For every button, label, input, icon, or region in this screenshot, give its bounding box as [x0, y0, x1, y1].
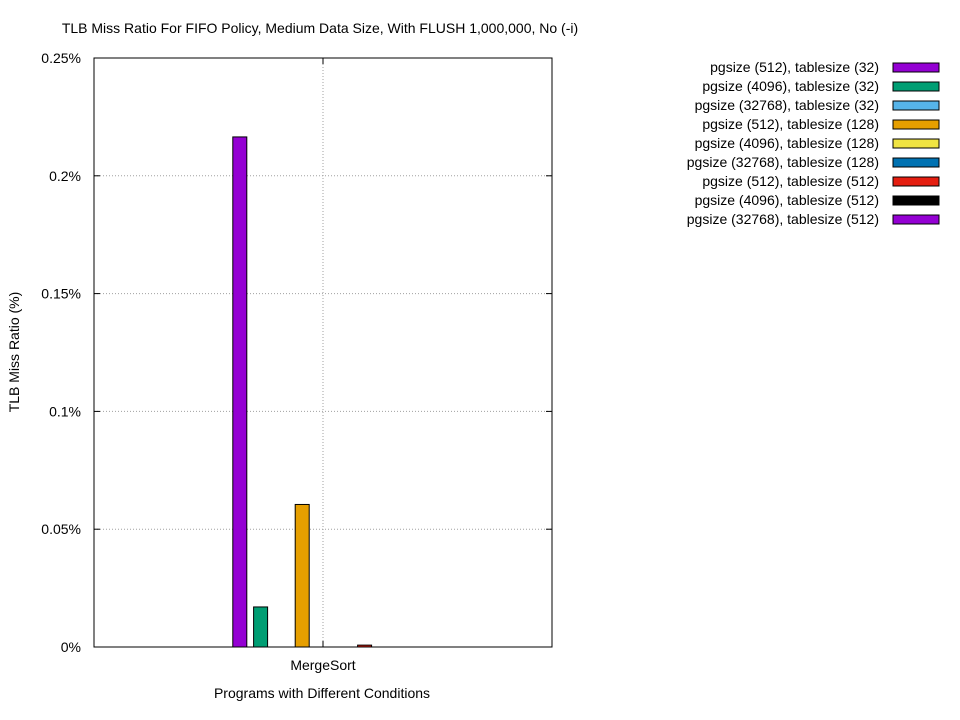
legend-label: pgsize (4096), tablesize (32) [702, 78, 879, 94]
y-tick-label: 0.05% [41, 521, 81, 537]
legend-label: pgsize (4096), tablesize (128) [695, 135, 879, 151]
legend-label: pgsize (512), tablesize (512) [702, 173, 879, 189]
legend-swatch [892, 157, 940, 168]
legend-swatch [892, 195, 940, 206]
bars [232, 136, 373, 648]
chart-title: TLB Miss Ratio For FIFO Policy, Medium D… [62, 20, 578, 36]
legend-swatch [892, 138, 940, 149]
legend-swatch [892, 214, 940, 225]
legend-swatch [892, 62, 940, 73]
y-axis-label: TLB Miss Ratio (%) [6, 292, 22, 413]
legend-label: pgsize (512), tablesize (128) [702, 116, 879, 132]
legend-label: pgsize (32768), tablesize (128) [687, 154, 879, 170]
y-tick-label: 0.1% [49, 403, 81, 419]
legend: pgsize (512), tablesize (32) pgsize (4096… [687, 59, 940, 227]
legend-label: pgsize (4096), tablesize (512) [695, 192, 879, 208]
bar-2 [253, 606, 269, 648]
legend-swatch [892, 176, 940, 187]
legend-swatch [892, 119, 940, 130]
x-ticks: MergeSort [290, 58, 356, 673]
y-tick-label: 0.25% [41, 50, 81, 66]
y-tick-label: 0.2% [49, 168, 81, 184]
legend-label: pgsize (32768), tablesize (32) [695, 97, 879, 113]
bar-1 [232, 136, 248, 648]
y-tick-label: 0% [61, 639, 81, 655]
bar-4 [294, 503, 310, 648]
legend-swatch [892, 81, 940, 92]
legend-label: pgsize (32768), tablesize (512) [687, 211, 879, 227]
y-tick-label: 0.15% [41, 286, 81, 302]
grid [94, 58, 552, 647]
x-tick-label: MergeSort [290, 657, 355, 673]
x-axis-label: Programs with Different Conditions [214, 685, 430, 701]
legend-swatch [892, 100, 940, 111]
legend-label: pgsize (512), tablesize (32) [710, 59, 879, 75]
y-ticks: 0% 0.05% 0.1% 0.15% 0.2% 0.25% [41, 50, 552, 655]
